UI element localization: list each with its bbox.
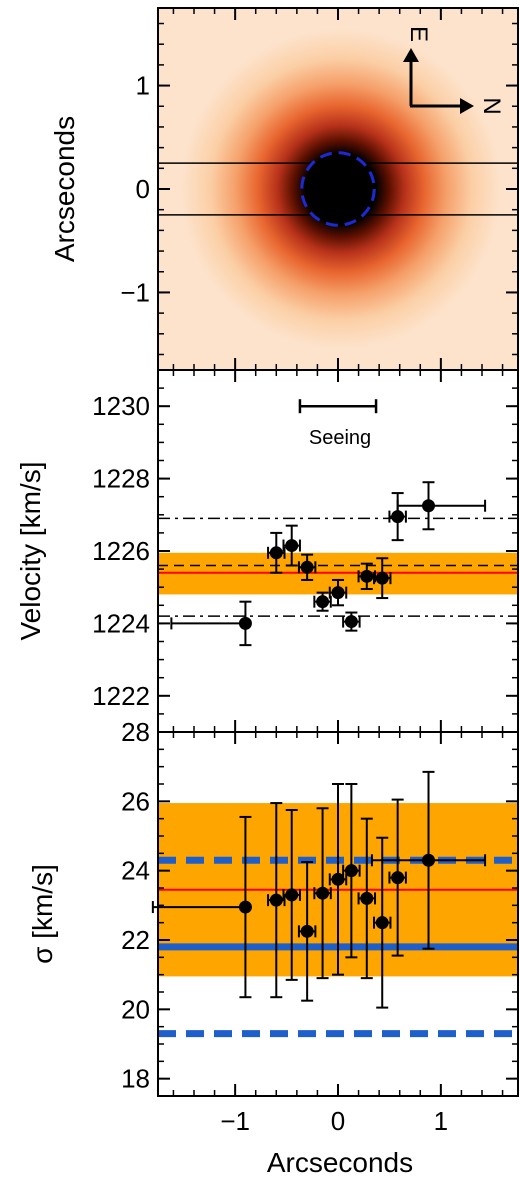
- sigma-data-point: [391, 871, 405, 885]
- sigma-data-point: [331, 872, 345, 886]
- image-ytick-label: −1: [120, 277, 150, 307]
- velocity-data-point: [391, 510, 405, 524]
- sigma-ytick-label: 26: [121, 786, 150, 816]
- sigma-data-point: [344, 864, 358, 878]
- compass: E N: [403, 26, 505, 115]
- velocity-data-point: [316, 595, 330, 609]
- sigma-data-point: [269, 893, 283, 907]
- velocity-data-point: [238, 616, 252, 630]
- sigma-ytick-label: 20: [121, 994, 150, 1024]
- velocity-data-point: [300, 560, 314, 574]
- velocity-data-point: [344, 615, 358, 629]
- compass-east-label: E: [405, 26, 432, 42]
- sigma-data-point: [238, 900, 252, 914]
- velocity-ytick-label: 1228: [92, 464, 150, 494]
- compass-north-arrowhead: [460, 98, 474, 114]
- image-ytick-label: 0: [136, 174, 150, 204]
- velocity-panel: 1222 1224 1226 1228 1230 Velocity [km/s] See…: [15, 369, 519, 733]
- sigma-data-point: [316, 886, 330, 900]
- sigma-xlabel: Arcseconds: [267, 1147, 413, 1178]
- velocity-data-point: [331, 586, 345, 600]
- sigma-ytick-label: 22: [121, 925, 150, 955]
- velocity-ylabel: Velocity [km/s]: [15, 462, 46, 641]
- velocity-ytick-label: 1222: [92, 681, 150, 711]
- compass-north-label: N: [478, 97, 505, 114]
- image-panel: 1 0 −1 E N Arcseconds: [49, 7, 519, 371]
- image-ytick-label: 1: [136, 71, 150, 101]
- sigma-data-point: [360, 891, 374, 905]
- image-ylabel: Arcseconds: [49, 116, 80, 262]
- source-glow: [181, 29, 501, 349]
- sigma-data-point: [285, 888, 299, 902]
- velocity-data-point: [360, 569, 374, 583]
- sigma-data-point: [375, 916, 389, 930]
- velocity-ytick-label: 1224: [92, 608, 150, 638]
- sigma-data-point: [422, 853, 436, 867]
- aperture-circle: [300, 151, 376, 227]
- compass-east-arrowhead: [403, 48, 419, 62]
- sigma-ytick-label: 18: [121, 1064, 150, 1094]
- sigma-panel: 18 20 22 24 26 28 −1 0 1 σ [km/s] Arcseconds: [27, 717, 519, 1178]
- sigma-data-point: [300, 924, 314, 938]
- velocity-ytick-label: 1230: [92, 391, 150, 421]
- velocity-ytick-label: 1226: [92, 536, 150, 566]
- velocity-frame: [157, 369, 519, 733]
- sigma-ytick-label: 24: [121, 856, 150, 886]
- velocity-data-point: [269, 546, 283, 560]
- velocity-data-point: [422, 499, 436, 513]
- sigma-xtick-label: 1: [434, 1106, 448, 1136]
- sigma-ylabel: σ [km/s]: [27, 864, 58, 964]
- sigma-xtick-label: 0: [331, 1106, 345, 1136]
- seeing-label: Seeing: [309, 427, 371, 449]
- sigma-frame: [157, 731, 519, 1097]
- sigma-ytick-label: 28: [121, 717, 150, 747]
- velocity-data-point: [285, 539, 299, 553]
- velocity-data-point: [375, 571, 389, 585]
- sigma-xtick-label: −1: [220, 1106, 250, 1136]
